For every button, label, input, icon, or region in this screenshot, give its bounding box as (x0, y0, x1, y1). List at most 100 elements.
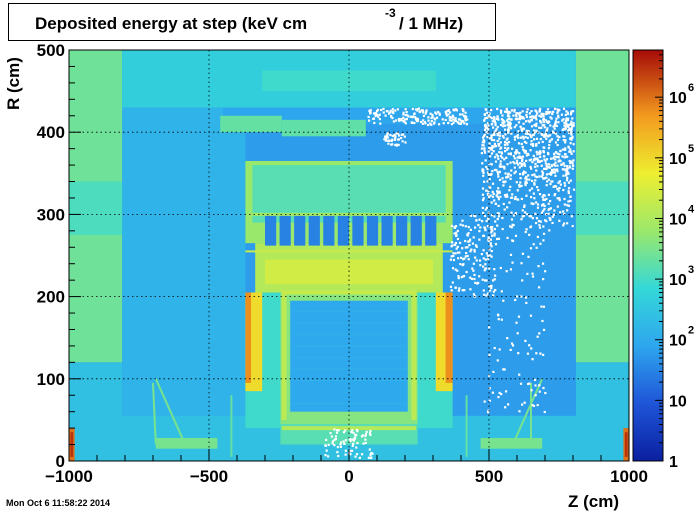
empty-cell (565, 174, 568, 177)
empty-cell (489, 243, 492, 246)
empty-cell (493, 156, 497, 159)
empty-cell (555, 117, 558, 120)
empty-cell (535, 246, 538, 249)
empty-cell (554, 169, 557, 172)
empty-cell (567, 131, 571, 134)
empty-cell (460, 256, 463, 259)
empty-cell (495, 168, 498, 172)
empty-cell (481, 199, 485, 202)
empty-cell (515, 161, 519, 165)
empty-cell (482, 135, 486, 138)
empty-cell (425, 110, 428, 114)
empty-cell (461, 247, 464, 250)
empty-cell (549, 134, 552, 137)
empty-cell (504, 195, 507, 198)
empty-cell (519, 136, 522, 139)
empty-cell (569, 113, 573, 116)
empty-cell (460, 276, 463, 279)
empty-cell (508, 225, 512, 228)
empty-cell (539, 352, 542, 355)
empty-cell (570, 120, 573, 123)
empty-cell (525, 113, 528, 117)
empty-cell (512, 114, 515, 117)
empty-cell (522, 137, 525, 140)
empty-cell (482, 171, 485, 175)
empty-cell (458, 241, 462, 244)
empty-cell (545, 110, 548, 114)
empty-cell (454, 108, 458, 111)
empty-cell (465, 270, 468, 274)
empty-cell (410, 121, 413, 124)
y-tick-label: 100 (37, 370, 65, 389)
empty-cell (495, 128, 498, 131)
colorbar-tick-exponent: 6 (688, 82, 694, 94)
empty-cell (482, 234, 485, 238)
empty-cell (394, 135, 397, 138)
empty-cell (542, 225, 545, 228)
empty-cell (490, 231, 493, 234)
empty-cell (342, 440, 345, 443)
empty-cell (565, 170, 568, 173)
colorbar-tick-exponent: 3 (688, 264, 694, 276)
empty-cell (572, 150, 575, 153)
empty-cell (534, 157, 538, 161)
solenoid-slot (425, 214, 437, 246)
empty-cell (481, 193, 485, 196)
empty-cell (376, 108, 380, 111)
x-tick-label: −1000 (45, 467, 93, 486)
empty-cell (344, 453, 347, 456)
empty-cell (372, 117, 375, 120)
empty-cell (501, 114, 504, 117)
empty-cell (548, 207, 551, 211)
empty-cell (364, 434, 367, 438)
empty-cell (516, 117, 519, 120)
empty-cell (502, 184, 505, 187)
empty-cell (522, 122, 525, 125)
empty-cell (511, 344, 515, 347)
empty-cell (530, 125, 534, 128)
empty-cell (489, 186, 492, 189)
empty-cell (516, 156, 519, 159)
empty-cell (509, 268, 513, 271)
empty-cell (378, 117, 382, 121)
empty-cell (472, 236, 475, 239)
empty-cell (455, 231, 458, 234)
empty-cell (477, 223, 480, 227)
empty-cell (513, 162, 516, 165)
empty-cell (511, 261, 514, 264)
empty-cell (503, 110, 507, 113)
empty-cell (352, 438, 355, 441)
empty-cell (490, 163, 493, 166)
empty-cell (503, 368, 506, 371)
empty-cell (386, 133, 389, 136)
empty-cell (554, 141, 558, 144)
empty-cell (556, 111, 559, 114)
empty-cell (545, 197, 548, 201)
empty-cell (490, 148, 493, 151)
empty-cell (532, 154, 535, 157)
empty-cell (563, 153, 567, 156)
empty-cell (526, 352, 530, 355)
empty-cell (542, 239, 545, 242)
empty-cell (488, 285, 491, 288)
empty-cell (547, 112, 550, 115)
empty-cell (533, 197, 536, 200)
region-muon-region-right (452, 107, 576, 461)
empty-cell (494, 122, 497, 125)
empty-cell (552, 170, 555, 174)
empty-cell (473, 273, 476, 277)
empty-cell (563, 184, 567, 187)
empty-cell (499, 131, 502, 134)
empty-cell (529, 226, 532, 229)
empty-cell (559, 149, 562, 152)
empty-cell (337, 429, 340, 432)
empty-cell (531, 144, 535, 147)
empty-cell (571, 224, 574, 228)
solenoid-slot (308, 214, 320, 246)
empty-cell (478, 275, 481, 278)
empty-cell (504, 146, 507, 149)
empty-cell (509, 153, 513, 156)
empty-cell (485, 206, 489, 209)
empty-cell (498, 137, 501, 140)
empty-cell (490, 134, 493, 137)
